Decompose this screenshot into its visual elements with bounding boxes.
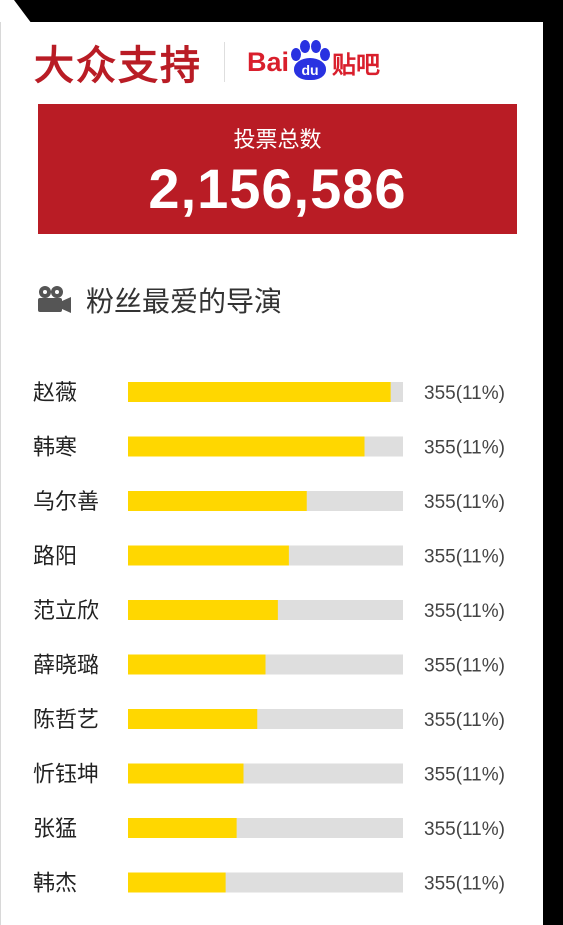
bar-fill — [128, 491, 307, 511]
baidu-tieba-logo: Bai du 贴吧 — [247, 40, 380, 84]
logo-paw-text: du — [294, 58, 327, 80]
bar-fill — [128, 545, 289, 566]
bar-fill — [128, 763, 244, 784]
header-divider — [224, 42, 225, 82]
bar-row-7: 陈哲艺 355(11%) — [33, 708, 505, 733]
bar-row-3: 乌尔善 355(11%) — [33, 490, 505, 515]
section-title-text: 粉丝最爱的导演 — [86, 285, 283, 318]
bar-row-10: 韩杰 355(11%) — [33, 872, 505, 897]
bar-row-5: 范立欣 355(11%) — [33, 599, 505, 624]
category-label: 范立欣 — [33, 599, 99, 624]
paw-icon: du — [290, 40, 331, 84]
box-shadow-right — [543, 0, 563, 925]
bar-fill — [128, 818, 237, 838]
bar-row-6: 薛晓璐 355(11%) — [33, 654, 505, 679]
film-camera-icon — [38, 286, 71, 313]
category-label: 陈哲艺 — [33, 708, 99, 733]
section-title: 粉丝最爱的导演 — [36, 280, 282, 320]
category-label: 薛晓璐 — [33, 654, 99, 679]
value-label: 355(11%) — [424, 874, 505, 895]
bar-row-9: 张猛 355(11%) — [33, 817, 505, 842]
value-label: 355(11%) — [424, 438, 505, 459]
bar-row-1: 赵薇 355(11%) — [33, 381, 505, 406]
value-label: 355(11%) — [424, 492, 505, 513]
bar-row-4: 路阳 355(11%) — [33, 545, 505, 570]
value-label: 355(11%) — [424, 765, 505, 786]
value-label: 355(11%) — [424, 819, 505, 840]
total-votes-value: 2,156,586 — [148, 157, 407, 220]
value-label: 355(11%) — [424, 601, 505, 622]
category-label: 韩杰 — [33, 872, 77, 897]
value-label: 355(11%) — [424, 547, 505, 568]
header-title: 大众支持 — [34, 43, 202, 89]
value-label: 355(11%) — [424, 710, 505, 731]
category-label: 赵薇 — [33, 381, 77, 406]
total-votes-panel: 投票总数 2,156,586 — [38, 104, 517, 234]
bar-fill — [128, 709, 258, 729]
value-label: 355(11%) — [424, 383, 505, 404]
value-label: 355(11%) — [424, 656, 505, 677]
total-votes-label: 投票总数 — [233, 128, 322, 153]
header: 大众支持 Bai du 贴吧 — [34, 32, 380, 92]
bar-fill — [128, 872, 226, 893]
category-label: 路阳 — [33, 545, 77, 570]
logo-text-right: 贴吧 — [332, 50, 381, 79]
category-label: 忻钰坤 — [33, 763, 99, 788]
logo-text-left: Bai — [247, 46, 290, 77]
category-label: 乌尔善 — [33, 490, 99, 515]
director-bar-chart: 赵薇 355(11%) 韩寒 355(11%) 乌尔善 355(11%) 路阳 355(11%… — [33, 381, 505, 897]
bar-fill — [128, 654, 266, 675]
bar-row-2: 韩寒 355(11%) — [33, 436, 505, 461]
bar-fill — [128, 436, 365, 457]
bar-fill — [128, 600, 278, 620]
bar-row-8: 忻钰坤 355(11%) — [33, 763, 505, 788]
box-shadow-top — [14, 0, 563, 22]
bar-fill — [128, 382, 391, 402]
category-label: 张猛 — [33, 817, 77, 842]
category-label: 韩寒 — [33, 436, 77, 461]
